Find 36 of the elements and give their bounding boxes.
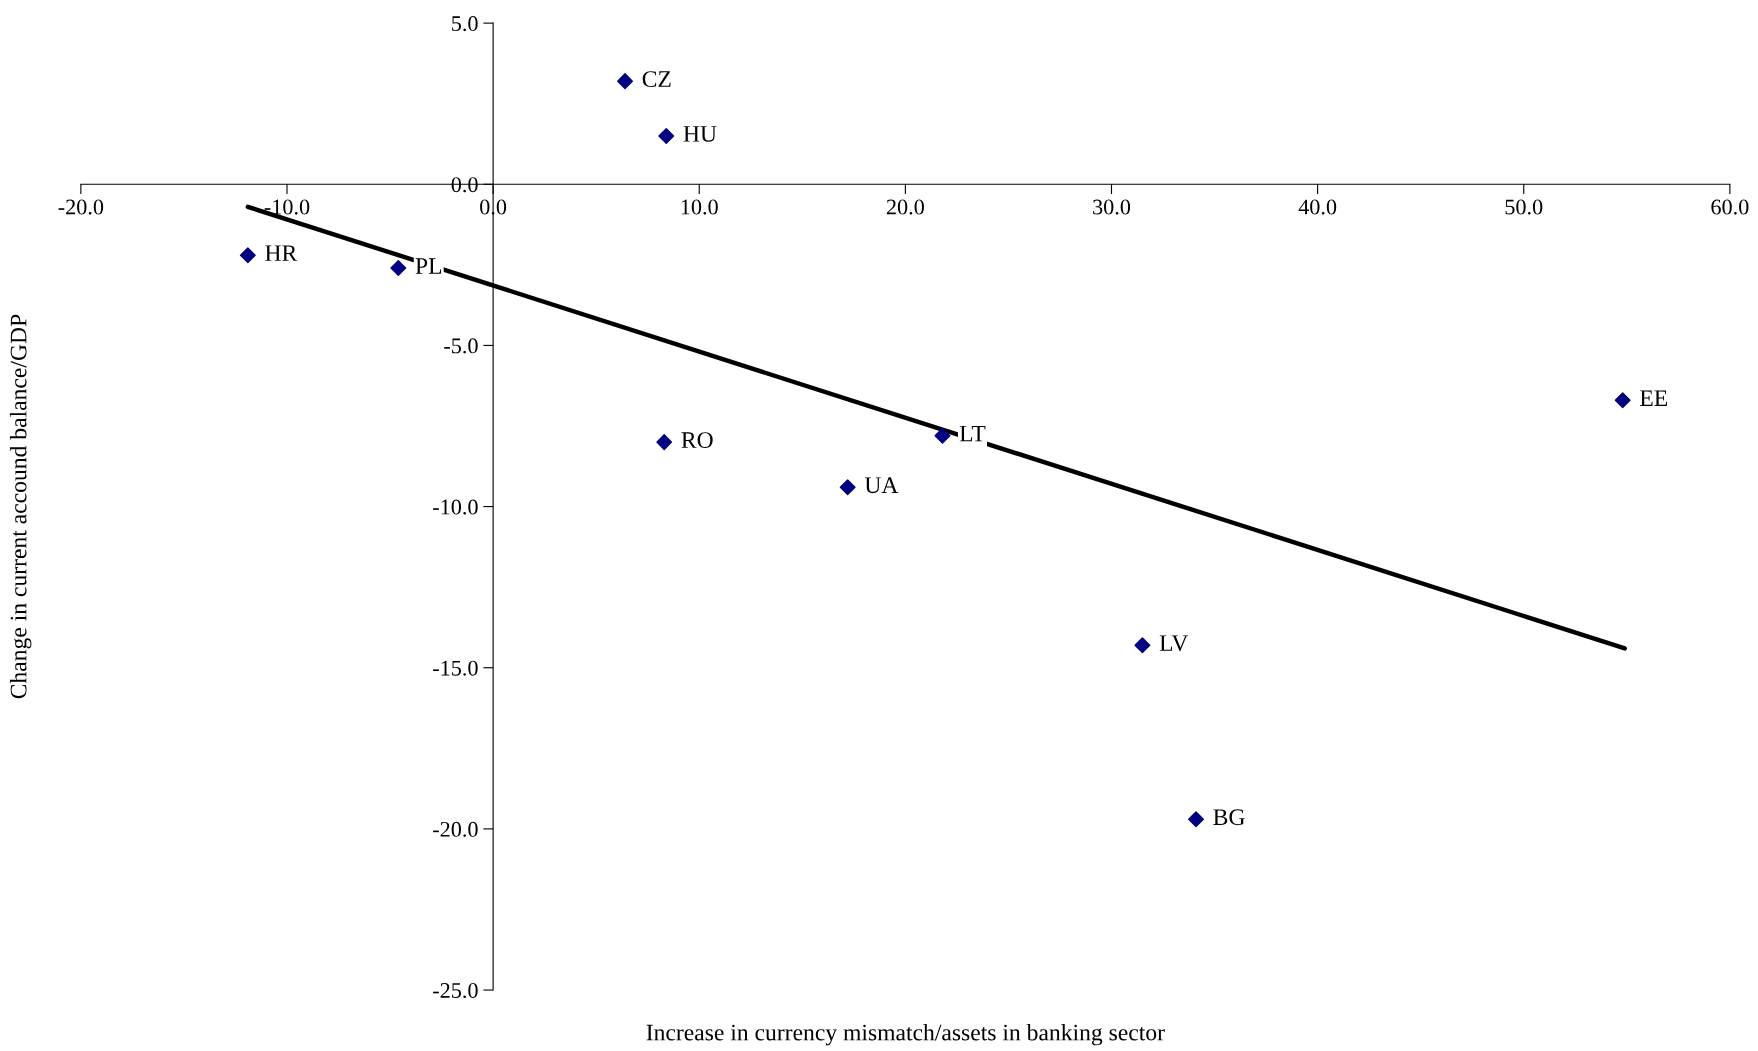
- x-tick-label: 50.0: [1505, 199, 1543, 215]
- annotation: CZ: [642, 71, 671, 88]
- annotation: HR: [265, 245, 298, 261]
- point: [1134, 637, 1151, 654]
- y-tick-label: -15.0: [433, 660, 478, 676]
- point: [1614, 392, 1631, 409]
- y-tick-label: -5.0: [444, 338, 478, 354]
- point: [1188, 811, 1204, 828]
- x-tick-label: 10.0: [681, 199, 718, 215]
- annotation: HU: [683, 126, 717, 142]
- x-tick-label: -10.0: [264, 199, 310, 215]
- annotation: EE: [1640, 390, 1668, 406]
- x-axis-title: Increase in currency mismatch/assets in banking sector: [646, 1023, 1165, 1046]
- y-tick-label: -10.0: [433, 499, 478, 515]
- annotation: PL: [415, 258, 442, 274]
- x-tick-label: 60.0: [1711, 199, 1749, 215]
- x-tick-label: 20.0: [886, 199, 924, 215]
- annotation: BG: [1213, 809, 1245, 826]
- x-tick-label: 40.0: [1298, 199, 1337, 215]
- y-tick-label: -25.0: [433, 982, 478, 999]
- y-axis-title: Change in current accound balance/GDP: [9, 314, 32, 699]
- annotation: LT: [959, 425, 986, 442]
- annotation: RO: [681, 432, 713, 449]
- y-tick-label: -20.0: [433, 821, 478, 837]
- point: [839, 479, 856, 496]
- point: [239, 247, 256, 264]
- point: [656, 434, 673, 451]
- y-tick-label: 5.0: [452, 16, 478, 32]
- x-tick-label: 30.0: [1093, 199, 1131, 215]
- point: [617, 73, 634, 90]
- annotation: UA: [864, 477, 899, 494]
- point: [390, 260, 407, 277]
- point: [934, 427, 951, 444]
- point: [658, 127, 675, 144]
- annotation: LV: [1159, 635, 1189, 652]
- x-tick-label: -20.0: [58, 199, 104, 215]
